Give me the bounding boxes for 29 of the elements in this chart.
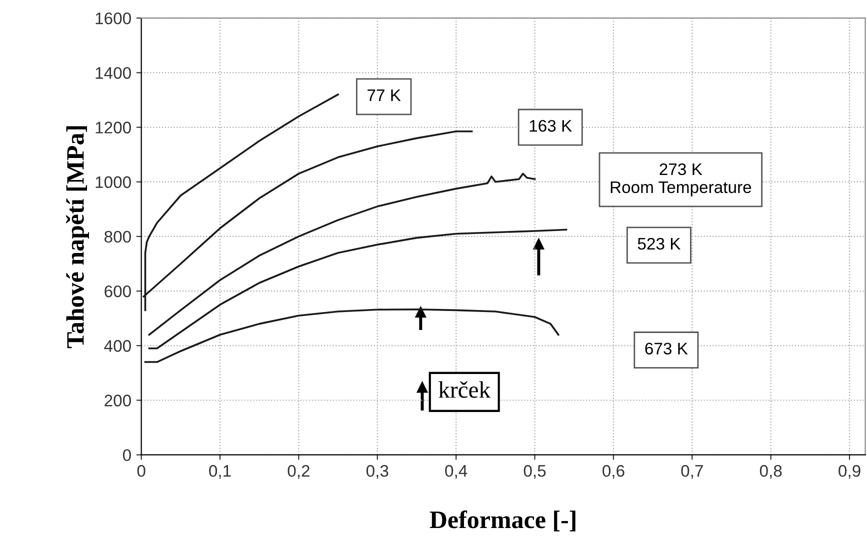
annotation: 77 K — [368, 90, 401, 102]
y-tick-label: 800 — [104, 230, 131, 243]
y-tick-label: 1600 — [96, 12, 131, 24]
y-tick-label: 200 — [104, 394, 131, 406]
x-tick-label: 0,3 — [366, 465, 388, 479]
x-tick-label: 0,6 — [602, 465, 624, 479]
x-tick-label: 0,8 — [760, 465, 782, 479]
y-tick-label: 600 — [104, 285, 131, 298]
annotation: 673 K — [645, 342, 688, 354]
x-tick-label: 0,5 — [524, 465, 546, 479]
x-axis-title: Deformace [-] — [430, 510, 576, 532]
annotation: 163 K — [530, 120, 572, 132]
x-tick-label: 0 — [137, 465, 146, 477]
line-series — [148, 172, 536, 336]
annotation: krček — [438, 381, 491, 398]
annotation: 523 K — [638, 238, 681, 250]
x-tick-label: 0,1 — [209, 465, 231, 479]
y-tick-label: 0 — [122, 449, 131, 462]
y-tick-label: 1400 — [96, 67, 131, 79]
x-tick-label: 0,7 — [681, 465, 703, 479]
x-tick-label: 0,4 — [445, 465, 468, 479]
y-tick-label: 400 — [104, 340, 131, 352]
x-tick-label: 0,2 — [288, 465, 310, 479]
y-axis-title: Tahové napětí [MPa] — [66, 126, 89, 348]
annotation: 273 K Room Temperature — [610, 163, 752, 196]
y-tick-label: 1200 — [96, 122, 131, 134]
x-tick-label: 0,9 — [838, 465, 860, 479]
line-series — [148, 228, 568, 350]
y-tick-label: 1000 — [96, 176, 131, 188]
